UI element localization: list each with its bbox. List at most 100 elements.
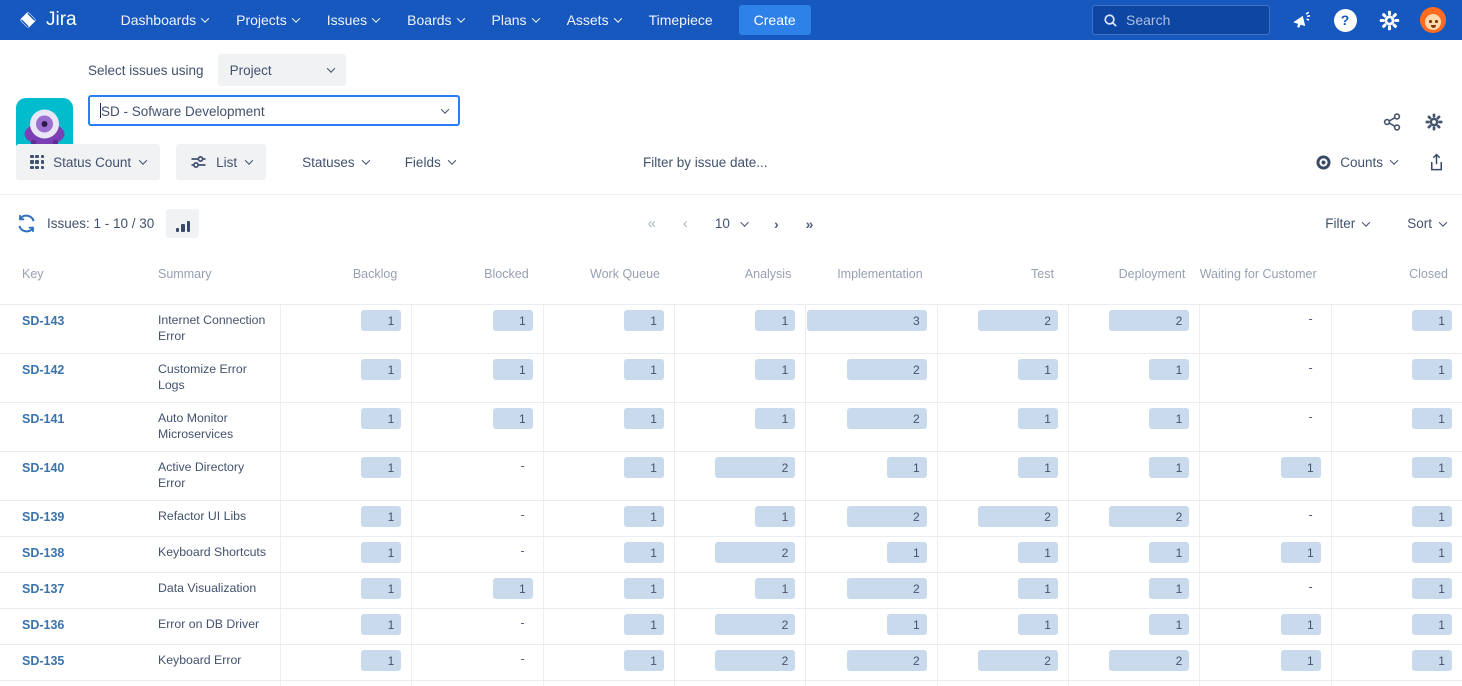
gear-icon[interactable] [1376, 7, 1402, 33]
megaphone-icon[interactable] [1288, 7, 1314, 33]
status-count-cell: 1 [1067, 403, 1199, 451]
nav-item-issues[interactable]: Issues [327, 12, 381, 28]
count-badge: 3 [806, 310, 927, 331]
column-header: Summary [158, 267, 212, 281]
count-badge: 1 [361, 310, 402, 331]
text-caret [100, 102, 101, 118]
pager-prev-button[interactable]: ‹ [682, 215, 689, 232]
issue-key-link[interactable]: SD-142 [22, 363, 65, 377]
status-count-cell: 1 [1199, 645, 1330, 680]
search-input[interactable] [1126, 12, 1246, 28]
export-icon[interactable] [1427, 152, 1446, 172]
pager-first-button[interactable]: « [647, 215, 657, 232]
column-header: Work Queue [590, 267, 660, 281]
status-count-cell: 1 [411, 403, 542, 451]
status-count-cell: 1 [1199, 609, 1330, 644]
empty-count: - [1308, 580, 1313, 594]
issues-count-label: Issues: 1 - 10 / 30 [47, 216, 155, 231]
count-badge: 2 [715, 542, 796, 563]
count-badge: 1 [623, 310, 664, 331]
date-filter-input[interactable] [643, 154, 843, 170]
count-badge: 1 [886, 614, 927, 635]
statuses-dropdown[interactable]: Statuses [302, 155, 370, 170]
chevron-down-icon [244, 156, 254, 165]
issue-key-link[interactable]: SD-140 [22, 461, 65, 475]
status-count-cell: 1 [542, 609, 674, 644]
status-count-cell: 1 [1067, 354, 1199, 402]
count-badge: 1 [755, 578, 796, 599]
empty-count: - [520, 508, 525, 522]
count-badge: 1 [1411, 506, 1452, 527]
issue-key-cell: SD-141 [0, 403, 136, 451]
status-count-cell: 1 [411, 573, 542, 608]
status-count-cell: 2 [805, 645, 936, 680]
chevron-down-icon [1389, 156, 1399, 165]
nav-item-plans[interactable]: Plans [492, 12, 540, 28]
status-count-cell: - [411, 681, 542, 686]
nav-item-dashboards[interactable]: Dashboards [121, 12, 210, 28]
issue-key-cell: SD-138 [0, 537, 136, 572]
settings-icon[interactable] [1424, 112, 1444, 132]
refresh-icon[interactable] [16, 213, 37, 234]
nav-item-projects[interactable]: Projects [236, 12, 300, 28]
layout-dropdown[interactable]: List [176, 144, 267, 180]
project-dropdown[interactable]: SD - Sofware Development [88, 95, 460, 126]
status-count-cell: 1 [280, 537, 411, 572]
view-mode-dropdown[interactable]: Status Count [16, 144, 161, 180]
issue-key-link[interactable]: SD-137 [22, 582, 65, 596]
page-size-dropdown[interactable]: 10 [715, 216, 750, 231]
count-badge: 1 [623, 408, 664, 429]
count-badge: 2 [977, 310, 1058, 331]
count-badge: 1 [1411, 578, 1452, 599]
issue-key-link[interactable]: SD-141 [22, 412, 65, 426]
pager-next-button[interactable]: › [773, 215, 780, 232]
issue-key-cell: SD-134 [0, 681, 136, 686]
empty-count: - [520, 544, 525, 558]
count-badge: 1 [1411, 457, 1452, 478]
status-count-cell: 1 [805, 681, 936, 686]
table-row: SD-136 Error on DB Driver 1 - 1 2 1 1 1 1 1 [0, 608, 1462, 644]
count-badge: 2 [846, 359, 927, 380]
status-count-cell: 1 [1330, 645, 1462, 680]
status-count-cell: 1 [805, 609, 936, 644]
issue-key-link[interactable]: SD-143 [22, 314, 65, 328]
count-badge: 1 [623, 614, 664, 635]
count-badge: 1 [755, 506, 796, 527]
status-count-cell: 1 [1199, 537, 1330, 572]
help-icon[interactable]: ? [1332, 7, 1358, 33]
issue-summary: Error on DB Driver [158, 617, 260, 631]
fields-dropdown[interactable]: Fields [405, 155, 456, 170]
chevron-down-icon [447, 156, 456, 165]
chart-view-button[interactable] [166, 209, 200, 238]
nav-search[interactable] [1092, 5, 1270, 35]
selector-type-dropdown[interactable]: Project [217, 54, 346, 86]
share-icon[interactable] [1382, 112, 1402, 132]
table-row: SD-143 Internet Connection Error 1 1 1 1 3 2 2-1 [0, 304, 1462, 353]
status-count-cell: 1 [280, 681, 411, 686]
column-header: Implementation [837, 267, 923, 281]
create-button[interactable]: Create [738, 5, 811, 35]
pager-last-button[interactable]: » [805, 215, 815, 232]
jira-logo[interactable]: Jira [16, 8, 77, 32]
sort-dropdown[interactable]: Sort [1407, 216, 1448, 231]
issue-summary: Internet Connection Error [158, 313, 266, 343]
nav-item-boards[interactable]: Boards [407, 12, 465, 28]
count-badge: 1 [1017, 614, 1058, 635]
issue-key-link[interactable]: SD-135 [22, 654, 65, 668]
issue-key-cell: SD-140 [0, 452, 136, 500]
count-badge: 1 [1149, 457, 1190, 478]
counts-dropdown[interactable]: Counts [1315, 154, 1399, 171]
filter-dropdown[interactable]: Filter [1325, 216, 1371, 231]
status-count-cell: 1 [411, 305, 542, 353]
issue-key-link[interactable]: SD-138 [22, 546, 65, 560]
status-count-cell: 1 [936, 609, 1068, 644]
issue-key-link[interactable]: SD-136 [22, 618, 65, 632]
issue-key-link[interactable]: SD-139 [22, 510, 65, 524]
empty-count: - [520, 652, 525, 666]
column-header: Test [1031, 267, 1054, 281]
issue-key-cell: SD-142 [0, 354, 136, 402]
avatar[interactable] [1420, 7, 1446, 33]
chevron-down-icon [371, 14, 381, 23]
nav-item-assets[interactable]: Assets [567, 12, 622, 28]
nav-item-timepiece[interactable]: Timepiece [648, 12, 713, 28]
